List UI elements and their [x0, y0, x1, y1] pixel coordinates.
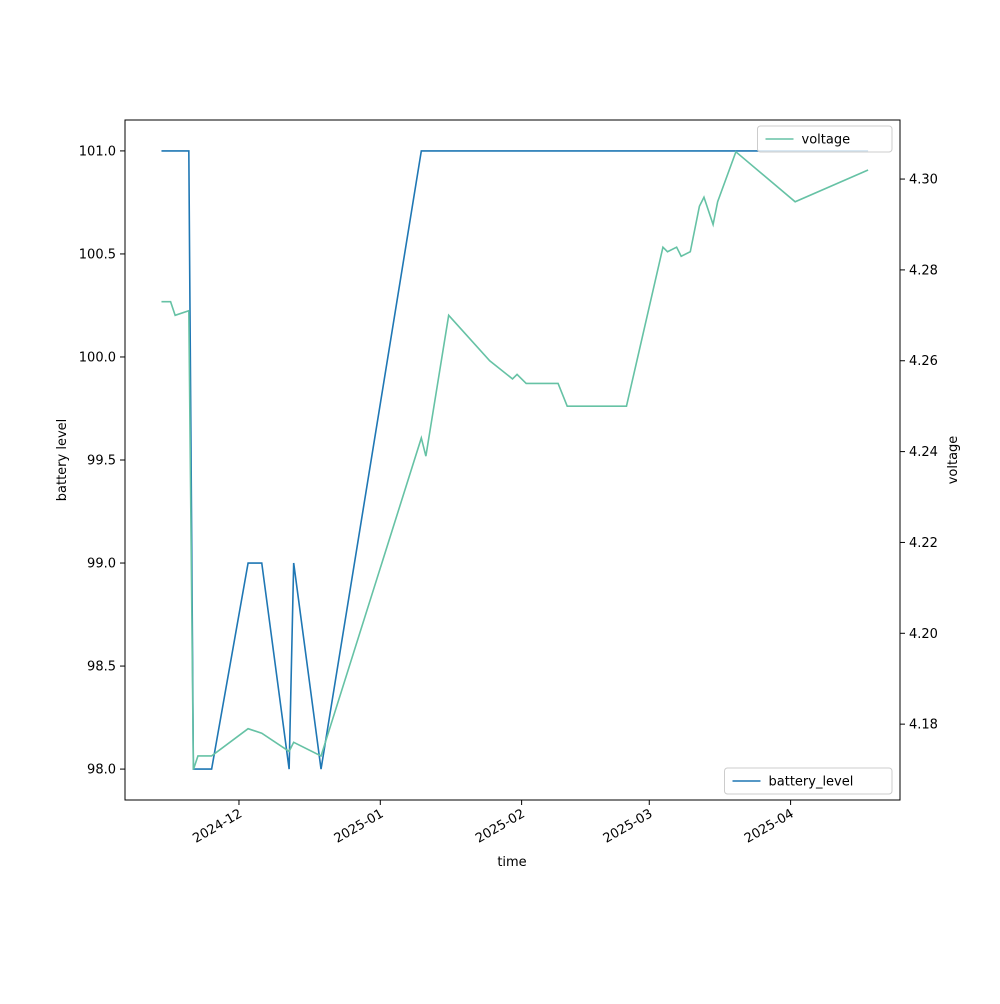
x-tick-label: 2025-02 — [473, 806, 528, 846]
line-series — [161, 150, 869, 770]
y-tick-label: 100.5 — [79, 247, 116, 262]
y2-tick-label: 4.26 — [909, 354, 938, 369]
y-tick-label: 101.0 — [79, 144, 116, 159]
y-tick-label: 98.5 — [87, 660, 116, 675]
y-tick-label: 99.0 — [87, 557, 116, 572]
x-tick-label: 2025-03 — [601, 806, 656, 846]
line-series — [161, 150, 869, 770]
legend: battery_level — [724, 767, 893, 795]
x-tick-label: 2024-12 — [190, 806, 245, 846]
y2-axis-label: voltage — [946, 436, 961, 485]
legend-box — [757, 125, 893, 153]
y2-tick-label: 4.28 — [909, 263, 938, 278]
x-tick-label: 2025-01 — [332, 806, 387, 846]
y-tick-label: 99.5 — [87, 454, 116, 469]
legend-label: voltage — [802, 133, 851, 148]
legend-box — [724, 767, 893, 795]
y-tick-label: 98.0 — [87, 763, 116, 778]
y-tick-label: 100.0 — [79, 350, 116, 365]
y2-tick-label: 4.22 — [909, 536, 938, 551]
legend-label: battery_level — [769, 775, 854, 790]
legend: voltage — [757, 125, 893, 153]
y2-tick-label: 4.18 — [909, 718, 938, 733]
y2-tick-label: 4.30 — [909, 173, 938, 188]
x-axis-label: time — [497, 855, 526, 870]
x-tick-label: 2025-04 — [742, 806, 797, 846]
y-axis-label: battery level — [55, 419, 70, 502]
y2-tick-label: 4.20 — [909, 627, 938, 642]
plot-frame — [124, 119, 901, 801]
y2-tick-label: 4.24 — [909, 445, 938, 460]
